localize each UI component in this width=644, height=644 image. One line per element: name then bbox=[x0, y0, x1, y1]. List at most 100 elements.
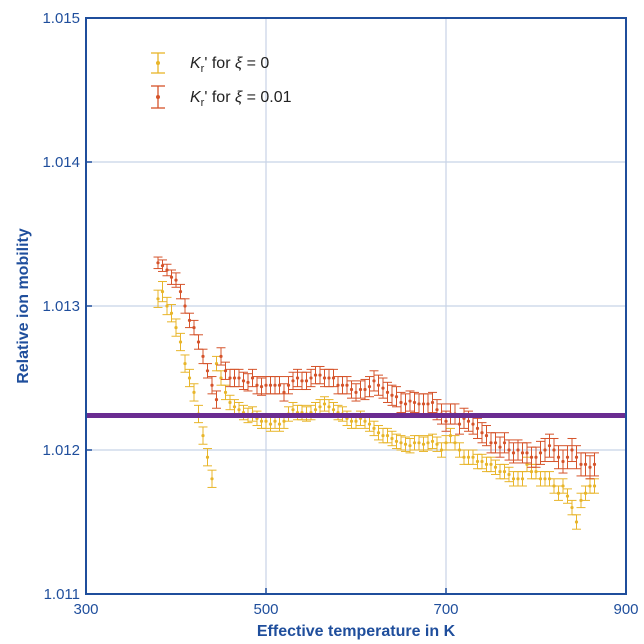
point-marker bbox=[178, 340, 183, 344]
point-marker bbox=[385, 434, 390, 438]
point-marker bbox=[525, 451, 529, 455]
data-point bbox=[491, 432, 500, 454]
point-marker bbox=[237, 376, 241, 380]
point-marker bbox=[336, 383, 340, 387]
point-marker bbox=[394, 439, 399, 443]
data-point bbox=[225, 394, 235, 411]
point-marker bbox=[408, 399, 412, 403]
point-marker bbox=[426, 441, 430, 445]
point-marker bbox=[273, 383, 277, 387]
point-marker bbox=[196, 340, 201, 344]
data-point bbox=[563, 445, 572, 470]
point-marker bbox=[529, 455, 534, 459]
data-point bbox=[401, 436, 410, 452]
point-marker bbox=[259, 419, 264, 423]
point-marker bbox=[574, 455, 579, 459]
data-point bbox=[176, 283, 185, 300]
point-marker bbox=[201, 354, 205, 358]
data-point bbox=[158, 281, 167, 303]
point-marker bbox=[237, 408, 241, 412]
data-point bbox=[369, 370, 379, 392]
point-marker bbox=[318, 373, 322, 377]
data-point bbox=[473, 417, 482, 439]
data-point bbox=[342, 376, 352, 395]
point-marker bbox=[507, 472, 511, 477]
point-marker bbox=[376, 383, 381, 387]
data-point bbox=[482, 425, 491, 447]
data-point bbox=[153, 256, 163, 270]
point-marker bbox=[498, 470, 502, 474]
point-marker bbox=[588, 484, 592, 488]
point-marker bbox=[160, 290, 165, 294]
data-point bbox=[369, 420, 379, 437]
point-marker bbox=[250, 376, 255, 380]
point-marker bbox=[390, 393, 394, 397]
point-marker bbox=[201, 434, 205, 438]
data-point bbox=[158, 259, 167, 272]
point-marker bbox=[385, 390, 390, 394]
point-marker bbox=[264, 419, 268, 423]
data-point bbox=[419, 436, 428, 452]
point-marker bbox=[313, 408, 318, 412]
data-point bbox=[221, 361, 230, 380]
point-marker bbox=[471, 455, 475, 459]
point-marker bbox=[493, 465, 498, 469]
point-marker bbox=[435, 408, 439, 412]
data-point bbox=[212, 390, 221, 409]
data-point bbox=[491, 459, 500, 475]
data-point bbox=[522, 442, 532, 464]
point-marker bbox=[205, 369, 210, 373]
data-point bbox=[198, 426, 208, 445]
legend-marker-series-2 bbox=[151, 85, 165, 109]
data-point bbox=[284, 376, 293, 395]
point-marker bbox=[498, 445, 502, 449]
point-marker bbox=[394, 395, 399, 399]
data-point bbox=[378, 377, 388, 399]
point-marker bbox=[183, 304, 187, 308]
point-marker bbox=[516, 448, 520, 452]
point-marker bbox=[241, 379, 246, 383]
point-marker bbox=[264, 383, 268, 387]
point-marker bbox=[403, 402, 408, 406]
point-marker bbox=[516, 477, 520, 481]
point-marker bbox=[466, 455, 471, 459]
data-point bbox=[275, 376, 284, 395]
point-marker bbox=[403, 442, 408, 446]
point-marker bbox=[349, 419, 354, 423]
point-marker bbox=[246, 380, 250, 384]
point-marker bbox=[210, 383, 214, 387]
data-point bbox=[423, 435, 433, 451]
point-marker bbox=[192, 390, 196, 394]
point-marker bbox=[574, 520, 579, 524]
point-marker bbox=[331, 376, 336, 380]
data-point bbox=[329, 368, 338, 388]
point-marker bbox=[412, 400, 417, 405]
point-marker bbox=[291, 408, 295, 412]
point-marker bbox=[322, 402, 327, 406]
x-tick-label: 700 bbox=[433, 601, 458, 618]
point-marker bbox=[570, 506, 574, 510]
point-marker bbox=[480, 459, 484, 464]
data-point bbox=[567, 437, 577, 463]
point-marker bbox=[313, 373, 318, 377]
y-axis-label: Relative ion mobility bbox=[15, 228, 32, 384]
point-marker bbox=[484, 434, 489, 438]
point-marker bbox=[322, 376, 327, 380]
point-marker bbox=[444, 419, 448, 423]
point-marker bbox=[399, 400, 403, 405]
point-marker bbox=[480, 431, 484, 435]
x-tick-label: 900 bbox=[613, 601, 638, 618]
point-marker bbox=[183, 362, 187, 366]
point-marker bbox=[192, 326, 196, 330]
point-marker bbox=[592, 484, 597, 488]
data-point bbox=[432, 436, 442, 452]
point-marker bbox=[327, 405, 331, 409]
data-point bbox=[581, 452, 590, 477]
point-marker bbox=[255, 383, 259, 387]
point-marker bbox=[282, 390, 286, 394]
point-marker bbox=[462, 455, 466, 459]
data-point bbox=[477, 422, 487, 444]
data-point bbox=[257, 377, 266, 396]
data-point bbox=[162, 296, 172, 316]
point-marker bbox=[223, 369, 228, 373]
